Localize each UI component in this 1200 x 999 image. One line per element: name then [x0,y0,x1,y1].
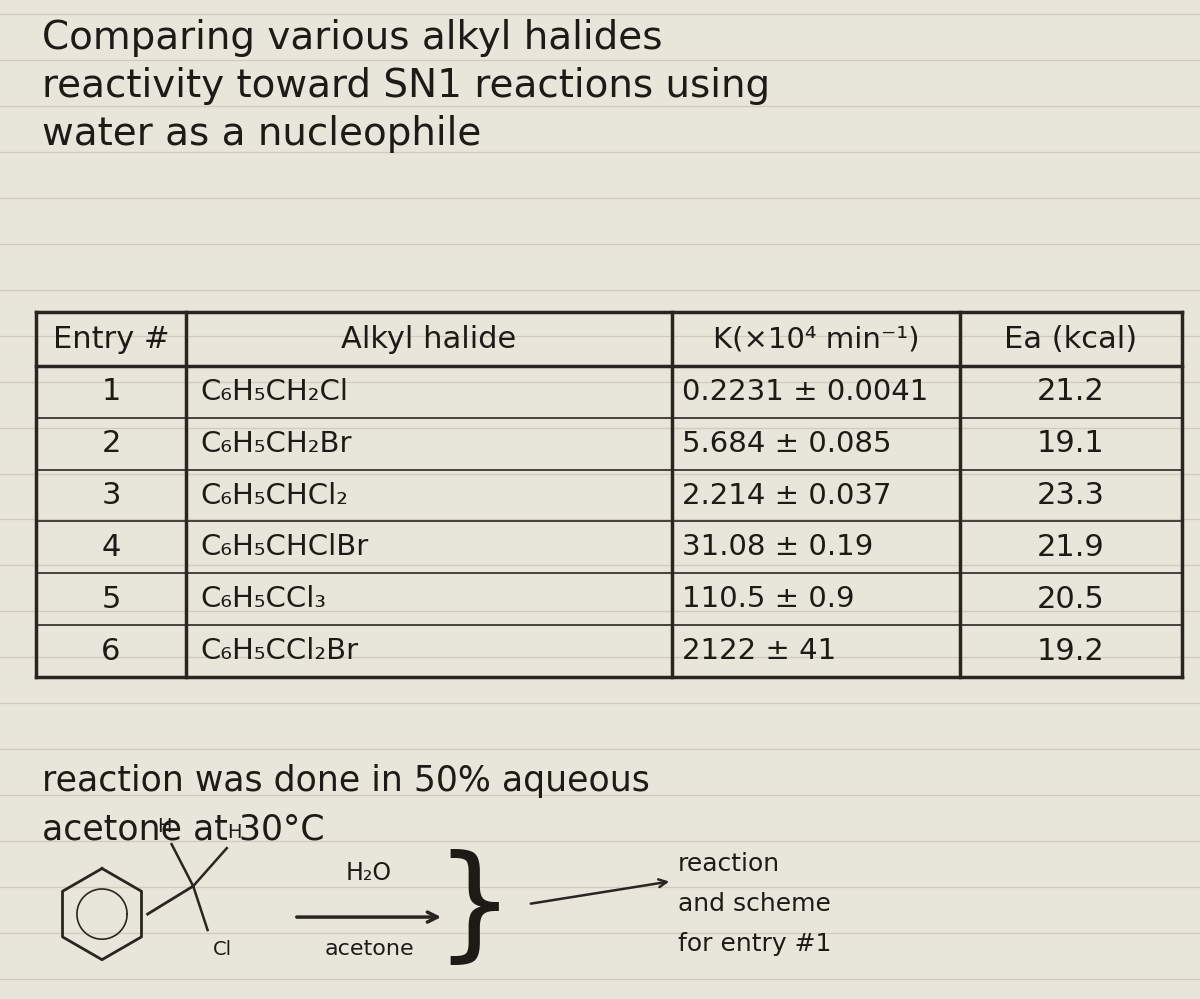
Text: reaction: reaction [678,852,780,876]
Text: 2: 2 [101,429,121,459]
Text: H₂O: H₂O [346,861,392,885]
Text: reactivity toward SN1 reactions using: reactivity toward SN1 reactions using [42,67,770,105]
Text: 110.5 ± 0.9: 110.5 ± 0.9 [682,585,854,613]
Text: Ea (kcal): Ea (kcal) [1004,325,1138,355]
Text: Alkyl halide: Alkyl halide [341,325,517,355]
Text: 19.1: 19.1 [1037,429,1105,459]
Text: 19.2: 19.2 [1037,636,1105,666]
Text: acetone at 30°C: acetone at 30°C [42,812,325,846]
Text: }: } [434,848,514,970]
Text: 31.08 ± 0.19: 31.08 ± 0.19 [682,533,872,561]
Text: and scheme: and scheme [678,892,830,916]
Text: 3: 3 [101,481,121,510]
Text: for entry #1: for entry #1 [678,932,832,956]
Text: Comparing various alkyl halides: Comparing various alkyl halides [42,19,662,57]
Text: C₆H₅CCl₃: C₆H₅CCl₃ [200,585,326,613]
Text: acetone: acetone [324,939,414,959]
Text: 6: 6 [101,636,121,666]
Text: 4: 4 [101,532,121,562]
Text: 20.5: 20.5 [1037,584,1105,614]
Text: C₆H₅CHCl₂: C₆H₅CHCl₂ [200,482,348,509]
Text: Entry #: Entry # [53,325,169,355]
Text: 1: 1 [101,377,121,407]
Text: H: H [157,817,172,836]
Text: 0.2231 ± 0.0041: 0.2231 ± 0.0041 [682,378,928,406]
Text: K(×10⁴ min⁻¹): K(×10⁴ min⁻¹) [713,326,919,354]
Text: C₆H₅CHClBr: C₆H₅CHClBr [200,533,368,561]
Text: H: H [227,823,241,842]
Text: 23.3: 23.3 [1037,481,1105,510]
Text: C₆H₅CH₂Br: C₆H₅CH₂Br [200,430,352,458]
Text: C₆H₅CCl₂Br: C₆H₅CCl₂Br [200,637,359,665]
Text: reaction was done in 50% aqueous: reaction was done in 50% aqueous [42,764,650,798]
Text: 5.684 ± 0.085: 5.684 ± 0.085 [682,430,892,458]
Text: 5: 5 [101,584,121,614]
Text: 21.2: 21.2 [1037,377,1105,407]
Text: water as a nucleophile: water as a nucleophile [42,115,481,153]
Text: 2.214 ± 0.037: 2.214 ± 0.037 [682,482,892,509]
Text: 2122 ± 41: 2122 ± 41 [682,637,836,665]
Text: Cl: Cl [212,940,232,959]
Text: C₆H₅CH₂Cl: C₆H₅CH₂Cl [200,378,348,406]
Text: 21.9: 21.9 [1037,532,1105,562]
